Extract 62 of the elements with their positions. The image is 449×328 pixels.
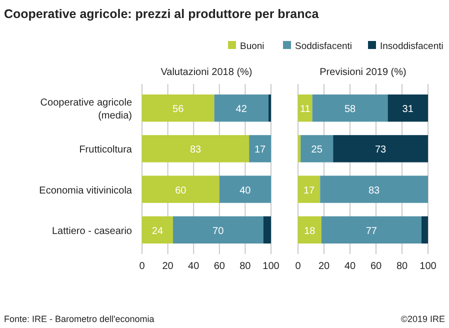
chart-title: Cooperative agricole: prezzi al produttore per branca (4, 7, 320, 21)
y-tick-label: Lattiero - caseario (52, 226, 132, 237)
bar (422, 216, 428, 244)
chart-subtitle: Valutazioni 2018 (%) (160, 67, 252, 78)
bar (249, 135, 271, 162)
bar (298, 176, 320, 203)
bar (172, 216, 264, 244)
x-tick-label: 60 (370, 261, 382, 272)
data-label: 56 (172, 104, 184, 116)
data-label: 73 (374, 144, 387, 156)
data-label: 17 (254, 144, 266, 156)
x-tick-label: 0 (295, 261, 302, 272)
bar (298, 216, 322, 244)
x-tick-label: 100 (420, 261, 437, 272)
x-tick-label: 80 (240, 261, 252, 272)
bar (263, 216, 271, 244)
bar (333, 135, 428, 162)
bar (320, 176, 428, 203)
data-label: 42 (236, 104, 248, 116)
y-tick-label: Cooperative agricole (media) (40, 98, 132, 122)
y-tick-label: Frutticoltura (79, 144, 132, 156)
x-tick-label: 20 (318, 261, 330, 272)
data-label: 83 (190, 144, 202, 156)
text: ©2019 IRE (400, 314, 445, 324)
bar (142, 135, 250, 162)
x-tick-label: 40 (344, 261, 356, 272)
legend-label: Insoddisfacenti (380, 41, 444, 52)
bar (142, 176, 220, 203)
x-tick-label: 80 (396, 261, 408, 272)
bar (321, 216, 422, 244)
bar (388, 94, 428, 122)
data-label: 25 (311, 144, 323, 156)
x-tick-label: 0 (139, 261, 146, 272)
bar (298, 94, 312, 122)
data-label: 70 (212, 226, 224, 237)
data-label: 24 (152, 226, 164, 237)
chart-subtitle: Previsioni 2019 (%) (320, 67, 406, 78)
source-note: Fonte: IRE - Barometro dell'economia (4, 314, 154, 324)
data-label: 31 (402, 104, 414, 116)
data-label: 18 (304, 226, 316, 237)
data-label: 11 (300, 104, 311, 116)
bar (142, 216, 173, 244)
bar (298, 135, 301, 162)
data-label: 58 (344, 104, 356, 116)
x-tick-label: 20 (162, 261, 174, 272)
bar (268, 94, 271, 122)
bar (142, 94, 214, 122)
x-tick-label: 60 (214, 261, 226, 272)
legend-label: Soddisfacenti (295, 41, 352, 52)
bar (300, 135, 334, 162)
data-label: 17 (303, 185, 316, 196)
legend-label: Buoni (240, 41, 264, 52)
bar (214, 94, 268, 122)
data-label: 40 (240, 185, 252, 196)
x-tick-label: 100 (262, 261, 280, 272)
data-label: 77 (366, 226, 378, 237)
x-tick-label: 40 (188, 261, 200, 272)
data-label: 83 (368, 185, 380, 196)
bar (312, 94, 388, 122)
bar (219, 176, 271, 203)
data-label: 60 (175, 185, 187, 196)
y-tick-label: Economia vitivinicola (39, 185, 132, 196)
